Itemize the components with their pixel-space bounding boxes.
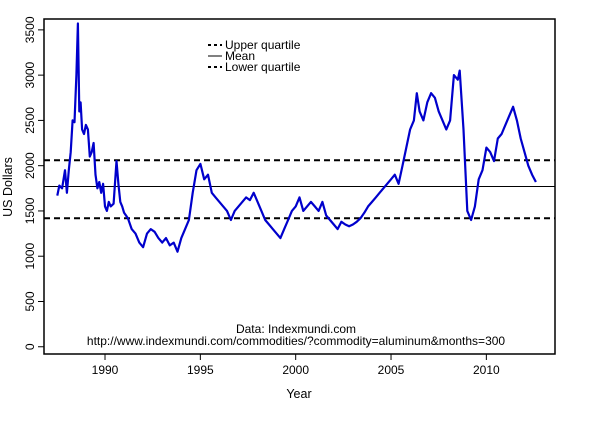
y-tick-label-500: 500 — [23, 291, 37, 311]
legend-mean-label: Mean — [225, 49, 255, 63]
x-tick-label-2010: 2010 — [473, 363, 500, 377]
price-series-line — [56, 22, 537, 253]
source-url-annotation: http://www.indexmundi.com/commodities/?c… — [87, 334, 506, 348]
source-annotation: Data: Indexmundi.com — [236, 322, 356, 336]
y-axis: 0 500 1000 1500 2000 2500 3000 3500 — [23, 16, 44, 350]
y-tick-label-1500: 1500 — [23, 197, 37, 224]
x-axis-label: Year — [286, 387, 311, 401]
y-tick-label-1000: 1000 — [23, 243, 37, 270]
x-tick-label-1995: 1995 — [187, 363, 214, 377]
legend: Upper quartile Mean Lower quartile — [208, 38, 301, 74]
y-tick-label-0: 0 — [23, 343, 37, 350]
y-axis-label: US Dollars — [1, 157, 15, 217]
legend-lower-quartile-label: Lower quartile — [225, 60, 301, 74]
legend-upper-quartile-label: Upper quartile — [225, 38, 301, 52]
x-axis: 1990 1995 2000 2005 2010 — [92, 354, 500, 377]
x-tick-label-1990: 1990 — [92, 363, 119, 377]
x-tick-label-2005: 2005 — [378, 363, 405, 377]
y-tick-label-3000: 3000 — [23, 61, 37, 88]
y-tick-label-2000: 2000 — [23, 152, 37, 179]
y-tick-label-3500: 3500 — [23, 16, 37, 43]
x-tick-label-2000: 2000 — [282, 363, 309, 377]
y-tick-label-2500: 2500 — [23, 107, 37, 134]
